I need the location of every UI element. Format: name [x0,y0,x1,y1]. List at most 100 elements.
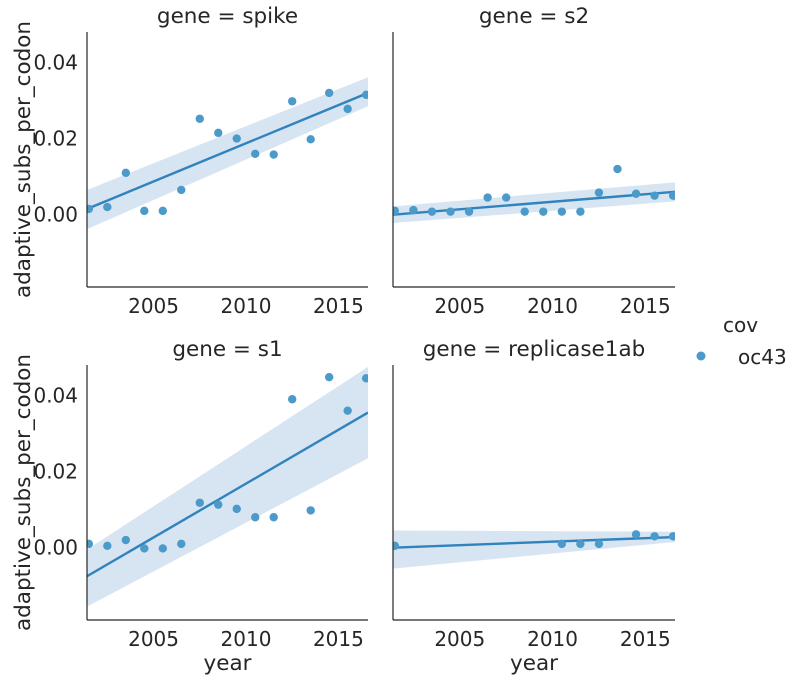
x-tick-label: 2005 [128,294,179,318]
x-tick-label: 2010 [527,627,578,651]
data-point [324,88,334,98]
data-point [87,539,94,549]
data-point [177,539,186,549]
data-point [269,150,278,159]
data-point [232,504,241,514]
x-tick-label: 2005 [128,627,179,651]
facet-title: gene = s2 [479,4,589,29]
data-point [121,168,131,178]
data-point [539,207,548,216]
x-tick-label: 2010 [527,294,578,318]
data-point [650,532,659,541]
data-point [464,207,474,216]
plot-area [393,530,675,569]
plot-area [87,366,368,607]
data-point [251,149,260,158]
y-tick-label: 0.00 [33,536,78,560]
data-point [557,207,567,216]
facet-replicase1ab: gene = replicase1ab 2005 2010 2015 year [392,337,675,676]
x-tick-label: 2005 [434,627,485,651]
y-tick-label: 0.04 [33,383,78,407]
y-tick-label: 0.02 [33,460,78,484]
facet-s2: gene = s2 2005 2010 2015 [392,4,675,318]
data-point [214,500,223,509]
data-point [288,395,297,404]
data-point [594,539,604,549]
data-point [650,191,659,200]
x-tick-label: 2015 [620,294,671,318]
confidence-band [87,77,368,230]
plot-area [393,164,675,224]
data-point [631,189,641,198]
x-tick-label: 2015 [620,627,671,651]
x-axis-label: year [510,651,558,676]
x-tick-label: 2015 [313,294,364,318]
data-point [631,530,641,539]
data-point [557,539,567,549]
data-point [324,372,334,382]
data-point [103,541,112,550]
data-point [306,135,315,144]
x-tick-label: 2015 [313,627,364,651]
data-point [361,374,368,383]
data-point [158,544,167,553]
data-point [576,207,585,216]
data-point [361,90,368,99]
data-point [343,406,352,415]
data-point [121,535,131,545]
data-point [668,191,675,200]
x-tick-label: 2010 [221,627,272,651]
data-point [501,193,511,202]
facet-title: gene = s1 [172,337,282,362]
data-point [103,202,112,212]
facet-title: gene = spike [157,4,298,29]
data-point [232,134,241,143]
regression-line [87,411,368,578]
data-point [576,539,585,549]
regression-line [393,535,675,549]
y-axis-label: adaptive_subs_per_codon [11,354,36,631]
data-point [343,104,352,114]
data-point [393,206,400,216]
data-point [306,506,315,515]
legend: cov oc43 [696,313,787,369]
facet-title: gene = replicase1ab [423,337,646,362]
data-point [668,532,675,541]
x-tick-label: 2005 [434,294,485,318]
x-tick-label: 2010 [221,294,272,318]
data-point [269,513,278,522]
regression-line [87,91,368,211]
legend-title: cov [723,313,758,337]
data-point [214,128,223,138]
data-point [520,207,529,216]
legend-label-oc43: oc43 [738,345,787,369]
data-point [140,544,149,553]
data-point [427,207,437,216]
facet-s1: gene = s1 2005 2010 2015 0.00 0.02 0.04 year ada… [11,337,368,676]
data-point [446,207,455,216]
y-tick-label: 0.00 [33,203,78,227]
data-point [288,97,297,106]
data-point [140,206,149,216]
facet-spike: gene = spike 2005 2010 2015 0.00 0.02 0.04adap… [11,4,368,318]
data-point [87,204,94,214]
y-tick-label: 0.04 [33,50,78,74]
data-point [594,188,604,197]
plot-area [87,77,368,230]
data-point [195,498,204,507]
data-point [613,164,622,174]
data-point [251,513,260,522]
data-point [158,206,167,216]
x-axis-label: year [204,651,252,676]
y-axis-label: adaptive_subs_per_codon [11,21,36,298]
data-point [483,193,492,202]
data-point [393,541,400,550]
y-tick-label: 0.02 [33,127,78,151]
data-point [195,114,204,123]
data-point [409,205,418,215]
confidence-band [87,366,368,607]
regression-line [393,190,675,216]
data-point [177,185,186,195]
legend-marker-oc43 [696,351,706,361]
